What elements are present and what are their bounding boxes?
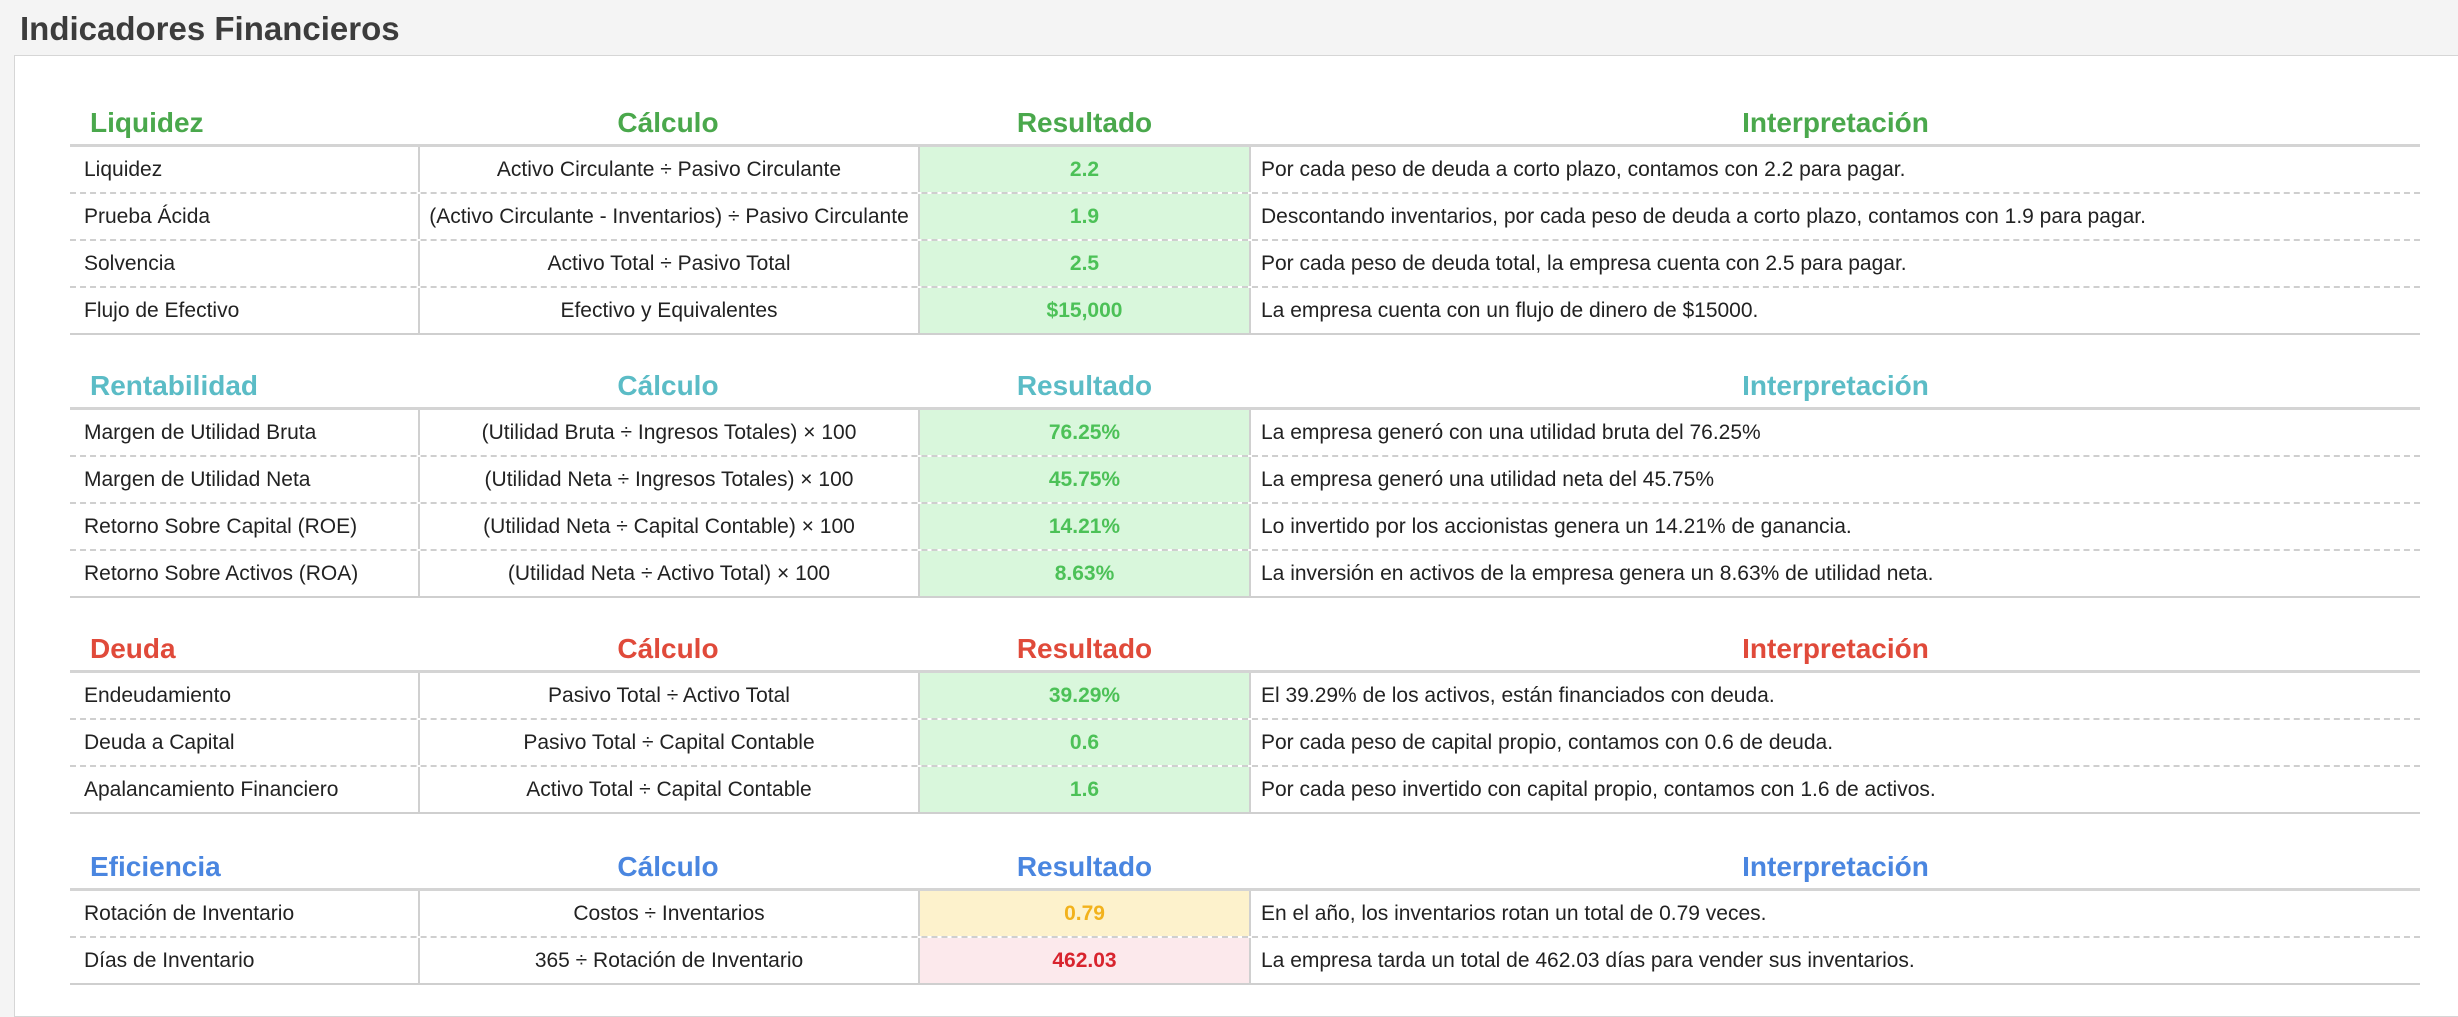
column-header-calculo: Cálculo [617, 370, 719, 401]
indicator-result: 45.75% [918, 457, 1251, 502]
indicator-result: 2.5 [918, 241, 1251, 286]
indicator-result: 0.79 [918, 891, 1251, 936]
page-title: Indicadores Financieros [20, 10, 400, 47]
indicator-name: Solvencia [84, 252, 176, 275]
column-header-resultado: Resultado [1016, 370, 1153, 401]
indicator-formula: Pasivo Total ÷ Activo Total [418, 673, 918, 718]
indicator-interpretation: La empresa cuenta con un flujo de dinero… [1261, 299, 1759, 322]
indicator-result: 14.21% [918, 504, 1251, 549]
indicator-result: 76.25% [918, 410, 1251, 455]
indicator-result: 1.6 [918, 767, 1251, 812]
indicator-name: Prueba Ácida [84, 205, 211, 228]
column-header-resultado: Resultado [1016, 107, 1153, 138]
indicator-name: Retorno Sobre Capital (ROE) [84, 515, 358, 538]
table-row: Días de Inventario 365 ÷ Rotación de Inv… [70, 938, 2420, 985]
table-row: Flujo de Efectivo Efectivo y Equivalente… [70, 288, 2420, 335]
indicator-interpretation: La empresa generó una utilidad neta del … [1261, 468, 1714, 491]
table-row: Apalancamiento Financiero Activo Total ÷… [70, 767, 2420, 814]
indicator-result: 0.6 [918, 720, 1251, 765]
table-row: Margen de Utilidad Neta (Utilidad Neta ÷… [70, 457, 2420, 504]
section-rentabilidad: Rentabilidad Cálculo Resultado Interpret… [70, 359, 2420, 598]
indicator-interpretation: La empresa tarda un total de 462.03 días… [1261, 949, 1915, 972]
column-header-resultado: Resultado [1016, 851, 1153, 882]
indicator-formula: Activo Total ÷ Capital Contable [418, 767, 918, 812]
indicator-result: 39.29% [918, 673, 1251, 718]
section-title: Rentabilidad [90, 370, 259, 401]
indicator-formula: Activo Circulante ÷ Pasivo Circulante [418, 147, 918, 192]
section-eficiencia: Eficiencia Cálculo Resultado Interpretac… [70, 840, 2420, 985]
indicator-result: $15,000 [918, 288, 1251, 333]
indicator-formula: Efectivo y Equivalentes [418, 288, 918, 333]
table-row: Solvencia Activo Total ÷ Pasivo Total 2.… [70, 241, 2420, 288]
section-header: Eficiencia Cálculo Resultado Interpretac… [70, 840, 2420, 891]
indicator-name: Deuda a Capital [84, 731, 235, 754]
indicators-panel: Liquidez Cálculo Resultado Interpretació… [14, 55, 2458, 1017]
indicator-interpretation: Por cada peso invertido con capital prop… [1261, 778, 1936, 801]
table-row: Endeudamiento Pasivo Total ÷ Activo Tota… [70, 673, 2420, 720]
section-liquidez: Liquidez Cálculo Resultado Interpretació… [70, 96, 2420, 335]
column-header-interpretacion: Interpretación [1742, 633, 1929, 664]
column-header-calculo: Cálculo [617, 633, 719, 664]
indicator-name: Margen de Utilidad Neta [84, 468, 311, 491]
indicator-result: 1.9 [918, 194, 1251, 239]
indicator-formula: Activo Total ÷ Pasivo Total [418, 241, 918, 286]
indicator-name: Retorno Sobre Activos (ROA) [84, 562, 359, 585]
indicator-interpretation: El 39.29% de los activos, están financia… [1261, 684, 1775, 707]
indicator-formula: (Utilidad Neta ÷ Ingresos Totales) × 100 [418, 457, 918, 502]
section-header: Deuda Cálculo Resultado Interpretación [70, 622, 2420, 673]
column-header-resultado: Resultado [1016, 633, 1153, 664]
table-row: Liquidez Activo Circulante ÷ Pasivo Circ… [70, 147, 2420, 194]
column-header-calculo: Cálculo [617, 107, 719, 138]
indicator-result: 8.63% [918, 551, 1251, 596]
table-row: Rotación de Inventario Costos ÷ Inventar… [70, 891, 2420, 938]
indicator-name: Endeudamiento [84, 684, 232, 707]
section-deuda: Deuda Cálculo Resultado Interpretación E… [70, 622, 2420, 814]
indicator-name: Liquidez [84, 158, 163, 181]
table-row: Margen de Utilidad Bruta (Utilidad Bruta… [70, 410, 2420, 457]
indicator-interpretation: Descontando inventarios, por cada peso d… [1261, 205, 2146, 228]
indicator-interpretation: La empresa generó con una utilidad bruta… [1261, 421, 1761, 444]
indicator-formula: (Utilidad Bruta ÷ Ingresos Totales) × 10… [418, 410, 918, 455]
indicator-name: Flujo de Efectivo [84, 299, 240, 322]
table-row: Deuda a Capital Pasivo Total ÷ Capital C… [70, 720, 2420, 767]
indicator-formula: (Activo Circulante - Inventarios) ÷ Pasi… [418, 194, 918, 239]
section-header: Rentabilidad Cálculo Resultado Interpret… [70, 359, 2420, 410]
indicator-name: Días de Inventario [84, 949, 255, 972]
column-header-interpretacion: Interpretación [1742, 107, 1929, 138]
table-row: Prueba Ácida (Activo Circulante - Invent… [70, 194, 2420, 241]
indicator-interpretation: Lo invertido por los accionistas genera … [1261, 515, 1852, 538]
indicator-interpretation: Por cada peso de deuda total, la empresa… [1261, 252, 1907, 275]
column-header-calculo: Cálculo [617, 851, 719, 882]
indicator-interpretation: Por cada peso de deuda a corto plazo, co… [1261, 158, 1906, 181]
indicator-result: 2.2 [918, 147, 1251, 192]
indicator-interpretation: En el año, los inventarios rotan un tota… [1261, 902, 1767, 925]
section-header: Liquidez Cálculo Resultado Interpretació… [70, 96, 2420, 147]
section-title: Deuda [90, 633, 176, 664]
indicator-interpretation: La inversión en activos de la empresa ge… [1261, 562, 1934, 585]
indicator-name: Apalancamiento Financiero [84, 778, 339, 801]
table-row: Retorno Sobre Capital (ROE) (Utilidad Ne… [70, 504, 2420, 551]
column-header-interpretacion: Interpretación [1742, 851, 1929, 882]
indicator-formula: 365 ÷ Rotación de Inventario [418, 938, 918, 983]
indicator-name: Margen de Utilidad Bruta [84, 421, 317, 444]
indicator-formula: (Utilidad Neta ÷ Activo Total) × 100 [418, 551, 918, 596]
table-row: Retorno Sobre Activos (ROA) (Utilidad Ne… [70, 551, 2420, 598]
column-header-interpretacion: Interpretación [1742, 370, 1929, 401]
section-title: Eficiencia [90, 851, 221, 882]
indicator-formula: (Utilidad Neta ÷ Capital Contable) × 100 [418, 504, 918, 549]
indicator-result: 462.03 [918, 938, 1251, 983]
indicator-formula: Pasivo Total ÷ Capital Contable [418, 720, 918, 765]
section-title: Liquidez [90, 107, 204, 138]
indicator-name: Rotación de Inventario [84, 902, 295, 925]
indicator-formula: Costos ÷ Inventarios [418, 891, 918, 936]
indicator-interpretation: Por cada peso de capital propio, contamo… [1261, 731, 1834, 754]
